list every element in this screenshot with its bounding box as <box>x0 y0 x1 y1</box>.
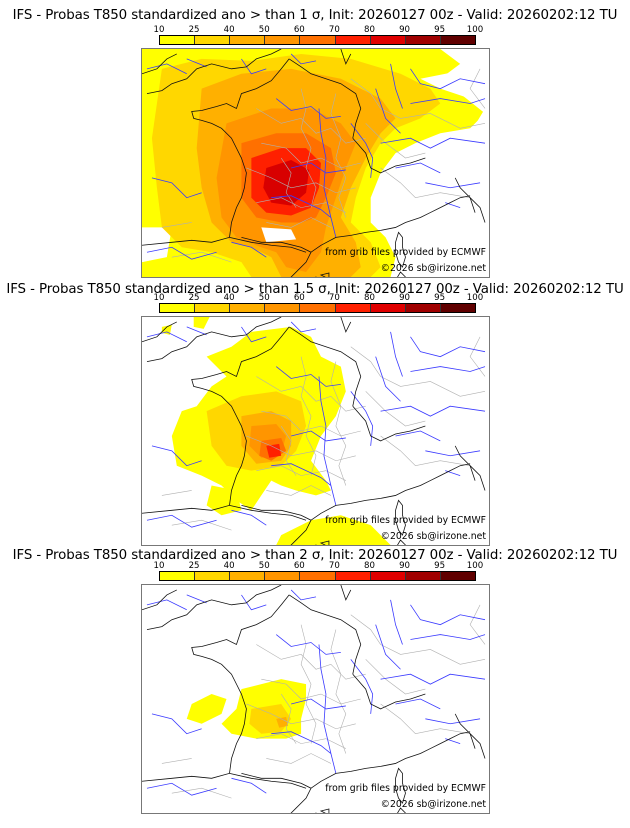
colorbar-tick: 40 <box>223 25 235 35</box>
colorbar <box>159 571 476 581</box>
panel-3: IFS - Probas T850 standardized ano > tha… <box>0 548 630 818</box>
colorbar-tick: 80 <box>363 25 375 35</box>
colorbar-tick: 100 <box>466 293 484 303</box>
colorbar-tick: 100 <box>466 25 484 35</box>
colorbar-segment <box>230 572 266 580</box>
panel-2: IFS - Probas T850 standardized ano > tha… <box>0 282 630 548</box>
colorbar-tick-labels: 10 25 40 50 60 70 80 90 95 100 <box>154 561 484 571</box>
credit-source: from grib files provided by ECMWF <box>325 783 486 794</box>
colorbar-segment <box>300 304 336 312</box>
panel-title: IFS - Probas T850 standardized ano > tha… <box>12 548 618 563</box>
panel-title: IFS - Probas T850 standardized ano > tha… <box>12 8 618 23</box>
credit-source: from grib files provided by ECMWF <box>325 247 486 258</box>
colorbar-tick: 10 <box>153 561 165 571</box>
colorbar-tick: 40 <box>223 561 235 571</box>
prob-area-70 <box>266 443 282 458</box>
colorbar-segment <box>195 304 231 312</box>
colorbar-segment <box>300 572 336 580</box>
colorbar-tick: 90 <box>399 561 410 571</box>
colorbar-tick: 90 <box>399 293 410 303</box>
colorbar-tick: 95 <box>434 561 446 571</box>
colorbar-segment <box>160 36 196 44</box>
credit-source: from grib files provided by ECMWF <box>325 515 486 526</box>
colorbar-tick: 80 <box>363 293 375 303</box>
colorbar-segment <box>405 36 441 44</box>
colorbar-segment <box>335 572 371 580</box>
colorbar-segment <box>160 304 196 312</box>
map-canvas <box>142 49 489 277</box>
prob-area-10c <box>206 485 242 516</box>
colorbar-tick: 25 <box>188 561 200 571</box>
colorbar <box>159 303 476 313</box>
colorbar-tick: 40 <box>223 293 235 303</box>
colorbar-tick: 25 <box>188 293 200 303</box>
colorbar-tick: 60 <box>293 25 305 35</box>
credit-copyright: ©2026 sb@irizone.net <box>380 263 486 274</box>
colorbar-segment <box>195 36 231 44</box>
colorbar-segment <box>230 36 266 44</box>
colorbar-tick: 50 <box>258 561 270 571</box>
map-canvas <box>142 585 486 813</box>
probability-map: from grib files provided by ECMWF ©2026 … <box>141 584 490 814</box>
colorbar-tick: 50 <box>258 293 270 303</box>
colorbar-tick: 25 <box>188 25 200 35</box>
panel-1: IFS - Probas T850 standardized ano > tha… <box>0 0 630 280</box>
colorbar-tick-labels: 10 25 40 50 60 70 80 90 95 100 <box>154 293 484 303</box>
prob-area-10b <box>186 694 227 724</box>
colorbar-segment <box>230 304 266 312</box>
colorbar-segment <box>335 36 371 44</box>
colorbar-tick: 60 <box>293 561 305 571</box>
credit-copyright: ©2026 sb@irizone.net <box>380 799 486 810</box>
colorbar-tick: 50 <box>258 25 270 35</box>
colorbar-segment <box>405 572 441 580</box>
colorbar-tick: 70 <box>328 25 340 35</box>
colorbar-tick: 60 <box>293 293 305 303</box>
colorbar-tick: 90 <box>399 25 410 35</box>
colorbar-segment <box>160 572 196 580</box>
colorbar-segment <box>265 304 301 312</box>
colorbar <box>159 35 476 45</box>
prob-area-80 <box>263 160 310 206</box>
colorbar-segment <box>370 304 406 312</box>
prob-area-10b <box>276 515 391 545</box>
probability-map: from grib files provided by ECMWF ©2026 … <box>141 48 490 278</box>
colorbar-segment <box>265 36 301 44</box>
colorbar-segment <box>195 572 231 580</box>
colorbar-segment <box>300 36 336 44</box>
colorbar-segment <box>265 572 301 580</box>
colorbar-segment <box>370 36 406 44</box>
colorbar-tick: 95 <box>434 293 446 303</box>
prob-area-10e <box>161 317 210 335</box>
prob-area-40 <box>276 716 289 728</box>
colorbar-segment <box>370 572 406 580</box>
colorbar-tick-labels: 10 25 40 50 60 70 80 90 95 100 <box>154 25 484 35</box>
colorbar-segment <box>335 304 371 312</box>
colorbar-tick: 70 <box>328 293 340 303</box>
probability-map: from grib files provided by ECMWF ©2026 … <box>141 316 490 546</box>
colorbar-segment <box>440 304 475 312</box>
colorbar-tick: 80 <box>363 561 375 571</box>
colorbar-tick: 10 <box>153 293 165 303</box>
map-canvas <box>142 317 486 545</box>
panel-title: IFS - Probas T850 standardized ano > tha… <box>6 282 624 297</box>
credit-copyright: ©2026 sb@irizone.net <box>380 531 486 542</box>
colorbar-tick: 95 <box>434 25 446 35</box>
colorbar-tick: 10 <box>153 25 165 35</box>
colorbar-tick: 100 <box>466 561 484 571</box>
colorbar-tick: 70 <box>328 561 340 571</box>
colorbar-segment <box>405 304 441 312</box>
colorbar-segment <box>440 572 475 580</box>
colorbar-segment <box>440 36 475 44</box>
